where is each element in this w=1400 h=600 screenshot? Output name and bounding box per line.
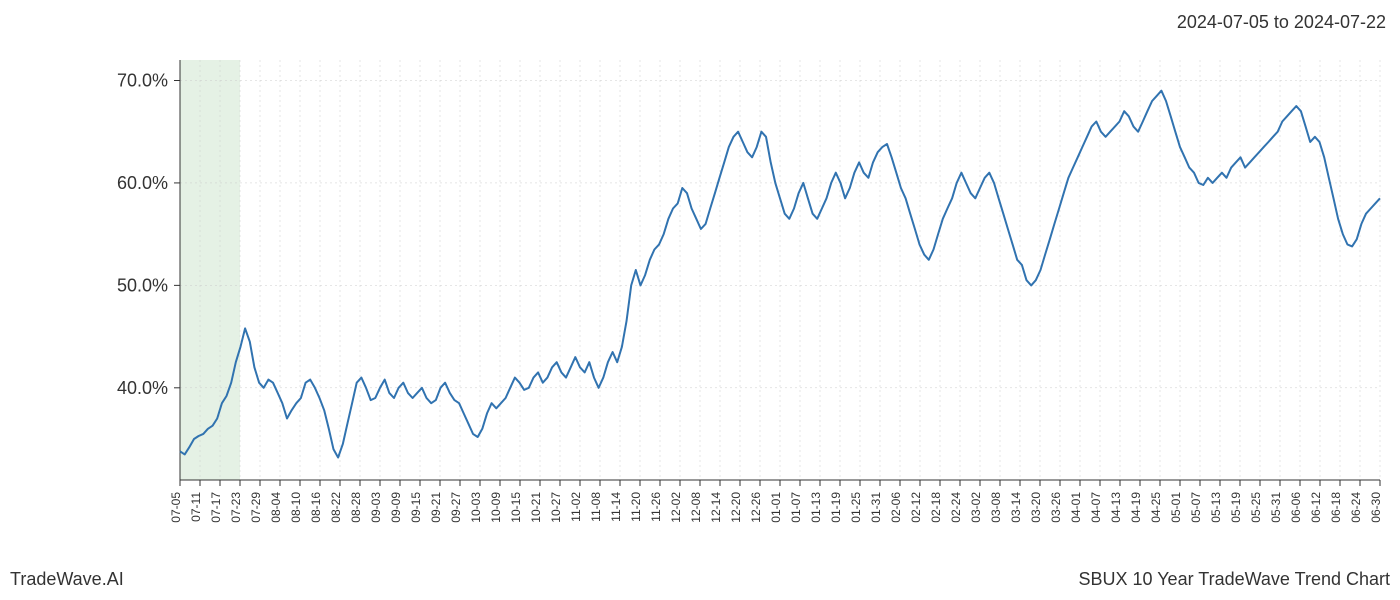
x-axis-label: 06-12	[1309, 492, 1323, 523]
trend-chart: 40.0% 50.0% 60.0% 70.0% 07-05 07-11 07-17 07-23…	[0, 0, 1400, 600]
y-axis-label: 50.0%	[117, 275, 168, 295]
x-axis-label: 03-08	[989, 492, 1003, 523]
x-axis-label: 03-20	[1029, 492, 1043, 523]
x-axis-label: 05-25	[1249, 492, 1263, 523]
x-axis-label: 06-24	[1349, 492, 1363, 523]
y-axis-label: 40.0%	[117, 378, 168, 398]
x-axis-label: 07-29	[249, 492, 263, 523]
x-axis-label: 02-24	[949, 492, 963, 523]
x-axis-label: 01-19	[829, 492, 843, 523]
x-axis-label: 06-06	[1289, 492, 1303, 523]
x-axis-label: 11-02	[569, 492, 583, 522]
x-axis-label: 11-26	[649, 492, 663, 522]
x-axis-label: 11-20	[629, 492, 643, 522]
x-axis-label: 04-19	[1129, 492, 1143, 523]
x-axis-label: 01-13	[809, 492, 823, 523]
x-axis-label: 12-20	[729, 492, 743, 523]
x-axis-label: 08-22	[329, 492, 343, 523]
x-axis-label: 09-09	[389, 492, 403, 523]
x-axis-label: 03-26	[1049, 492, 1063, 523]
x-axis-label: 01-07	[789, 492, 803, 523]
x-axis-label: 11-08	[589, 492, 603, 522]
x-axis-label: 10-03	[469, 492, 483, 523]
x-axis-label: 09-03	[369, 492, 383, 523]
x-axis-label: 10-27	[549, 492, 563, 523]
x-axis-label: 10-21	[529, 492, 543, 523]
x-axis-label: 06-18	[1329, 492, 1343, 523]
x-axis-label: 09-21	[429, 492, 443, 523]
x-axis-label: 04-01	[1069, 492, 1083, 523]
x-axis-label: 08-28	[349, 492, 363, 523]
x-axis-label: 07-05	[169, 492, 183, 523]
x-axis-label: 07-11	[189, 492, 203, 522]
y-axis-label: 60.0%	[117, 173, 168, 193]
x-axis-label: 05-31	[1269, 492, 1283, 523]
highlight-band	[180, 60, 240, 480]
x-axis-label: 05-19	[1229, 492, 1243, 523]
x-axis-label: 06-30	[1369, 492, 1383, 523]
x-axis-label: 07-23	[229, 492, 243, 523]
x-axis-label: 09-27	[449, 492, 463, 523]
x-axis-label: 12-02	[669, 492, 683, 523]
x-axis-label: 05-01	[1169, 492, 1183, 523]
x-axis-label: 10-09	[489, 492, 503, 523]
y-axis-label: 70.0%	[117, 70, 168, 90]
x-axis-label: 08-04	[269, 492, 283, 523]
x-axis-label: 12-26	[749, 492, 763, 523]
x-axis-label: 04-07	[1089, 492, 1103, 523]
x-axis-label: 01-31	[869, 492, 883, 523]
x-axis-label: 10-15	[509, 492, 523, 523]
x-axis-label: 01-25	[849, 492, 863, 523]
x-axis-label: 02-06	[889, 492, 903, 523]
x-axis-label: 11-14	[609, 492, 623, 522]
x-axis-label: 08-16	[309, 492, 323, 523]
x-axis-label: 09-15	[409, 492, 423, 523]
x-axis-label: 05-13	[1209, 492, 1223, 523]
x-axis-label: 12-14	[709, 492, 723, 523]
x-axis-label: 08-10	[289, 492, 303, 523]
x-axis-label: 03-14	[1009, 492, 1023, 523]
x-axis-label: 03-02	[969, 492, 983, 523]
chart-container: 2024-07-05 to 2024-07-22 TradeWave.AI SB…	[0, 0, 1400, 600]
x-axis-label: 12-08	[689, 492, 703, 523]
x-axis-label: 05-07	[1189, 492, 1203, 523]
x-axis-label: 04-25	[1149, 492, 1163, 523]
x-axis-label: 01-01	[769, 492, 783, 523]
x-axis-label: 04-13	[1109, 492, 1123, 523]
x-axis-label: 02-18	[929, 492, 943, 523]
x-axis-label: 02-12	[909, 492, 923, 523]
x-axis-label: 07-17	[209, 492, 223, 523]
